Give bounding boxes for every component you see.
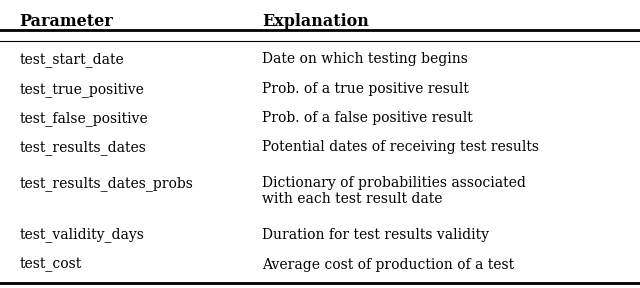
Text: test_cost: test_cost (19, 258, 81, 272)
Text: Date on which testing begins: Date on which testing begins (262, 52, 468, 66)
Text: test_false_positive: test_false_positive (19, 111, 148, 126)
Text: test_results_dates: test_results_dates (19, 140, 146, 155)
Text: test_true_positive: test_true_positive (19, 82, 144, 97)
Text: Average cost of production of a test: Average cost of production of a test (262, 258, 515, 272)
Text: Potential dates of receiving test results: Potential dates of receiving test result… (262, 140, 540, 154)
Text: test_results_dates_probs: test_results_dates_probs (19, 176, 193, 191)
Text: test_validity_days: test_validity_days (19, 228, 144, 242)
Text: Prob. of a false positive result: Prob. of a false positive result (262, 111, 473, 125)
Text: Duration for test results validity: Duration for test results validity (262, 228, 490, 242)
Text: test_start_date: test_start_date (19, 52, 124, 67)
Text: Prob. of a true positive result: Prob. of a true positive result (262, 82, 469, 96)
Text: Explanation: Explanation (262, 13, 369, 30)
Text: Dictionary of probabilities associated
with each test result date: Dictionary of probabilities associated w… (262, 176, 526, 206)
Text: Parameter: Parameter (19, 13, 113, 30)
